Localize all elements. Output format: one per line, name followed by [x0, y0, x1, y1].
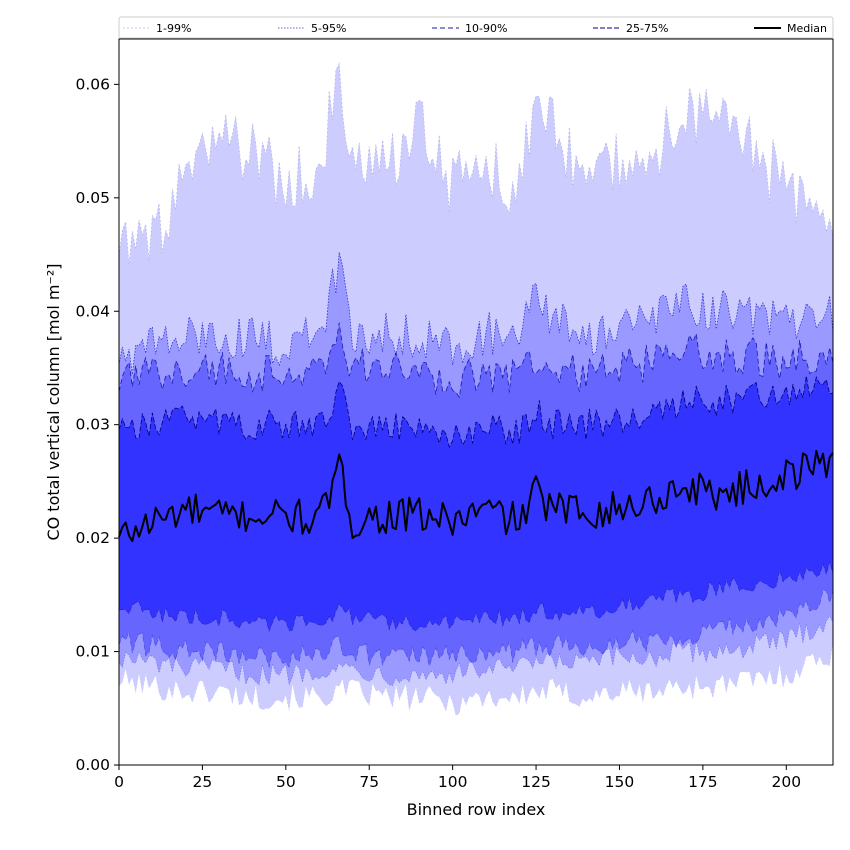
band-area-25-75%	[119, 375, 833, 632]
legend-item-Median: Median	[754, 22, 827, 35]
y-tick-label: 0.03	[75, 416, 110, 434]
band-upper-line-5-95%	[118, 252, 834, 375]
y-tick-label: 0.00	[75, 756, 110, 774]
x-tick-label: 175	[688, 773, 718, 791]
percentile-bands	[119, 63, 833, 716]
median-line	[118, 449, 834, 543]
x-tick-label: 50	[276, 773, 296, 791]
y-tick-label: 0.04	[75, 302, 110, 320]
y-axis-label: CO total vertical column [mol m⁻²]	[44, 263, 63, 540]
y-tick-label: 0.05	[75, 189, 110, 207]
legend-label: 10-90%	[465, 22, 507, 35]
legend-label: Median	[787, 22, 827, 35]
legend-item-10-90%: 10-90%	[432, 22, 507, 35]
x-tick-label: 75	[359, 773, 379, 791]
band-lower-line-10-90%	[118, 589, 834, 669]
x-tick-label: 150	[605, 773, 635, 791]
y-axis: 0.00 0.01 0.02 0.03 0.04 0.05 0.06	[75, 75, 119, 774]
legend-label: 5-95%	[311, 22, 346, 35]
x-tick-label: 200	[771, 773, 801, 791]
legend-label: 1-99%	[156, 22, 191, 35]
y-tick-label: 0.06	[75, 75, 110, 93]
x-axis: 0 25 50 75 100 125 150 175 200	[114, 765, 801, 791]
band-lower-line-1-99%	[118, 641, 834, 716]
percentile-band-lines	[118, 62, 834, 716]
x-tick-label: 25	[193, 773, 213, 791]
legend-item-5-95%: 5-95%	[278, 22, 346, 35]
band-upper-line-10-90%	[118, 322, 834, 399]
y-tick-label: 0.02	[75, 529, 110, 547]
band-lower-line-25-75%	[118, 560, 834, 633]
plot-frame	[118, 38, 834, 766]
x-tick-label: 0	[114, 773, 124, 791]
legend-label: 25-75%	[626, 22, 668, 35]
x-tick-label: 125	[521, 773, 551, 791]
x-tick-label: 100	[438, 773, 468, 791]
legend-item-25-75%: 25-75%	[593, 22, 668, 35]
legend: 1-99% 5-95% 10-90% 25-75% Median	[118, 16, 834, 39]
median-series	[118, 449, 834, 543]
band-upper-line-25-75%	[118, 375, 834, 449]
x-axis-label: Binned row index	[407, 800, 546, 819]
y-tick-label: 0.01	[75, 643, 110, 661]
legend-box	[118, 16, 834, 39]
band-upper-line-1-99%	[118, 62, 834, 265]
band-lower-line-5-95%	[118, 615, 834, 686]
legend-item-1-99%: 1-99%	[123, 22, 191, 35]
